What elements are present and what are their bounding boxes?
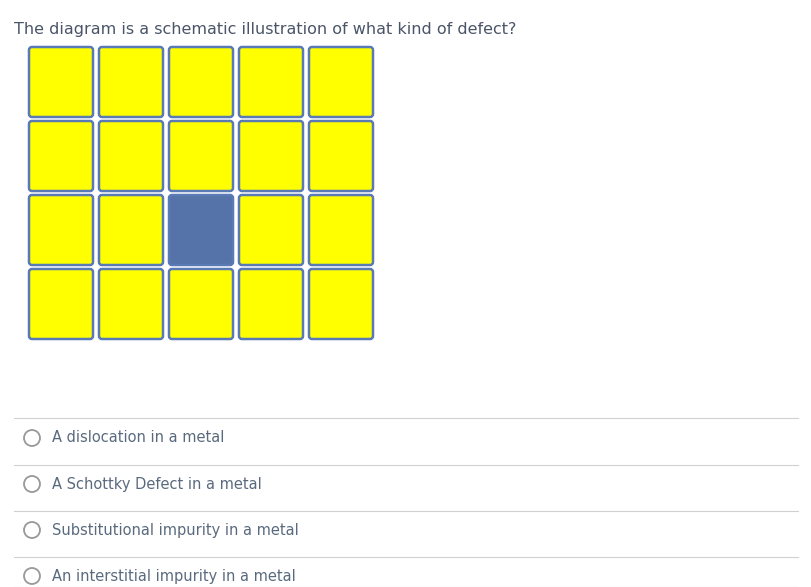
- FancyBboxPatch shape: [29, 269, 93, 339]
- FancyBboxPatch shape: [29, 121, 93, 191]
- FancyBboxPatch shape: [99, 269, 163, 339]
- FancyBboxPatch shape: [238, 121, 303, 191]
- Text: An interstitial impurity in a metal: An interstitial impurity in a metal: [52, 568, 295, 583]
- Text: A dislocation in a metal: A dislocation in a metal: [52, 430, 224, 446]
- FancyBboxPatch shape: [309, 121, 372, 191]
- FancyBboxPatch shape: [99, 47, 163, 117]
- Text: A Schottky Defect in a metal: A Schottky Defect in a metal: [52, 477, 261, 491]
- FancyBboxPatch shape: [238, 269, 303, 339]
- FancyBboxPatch shape: [238, 195, 303, 265]
- FancyBboxPatch shape: [309, 269, 372, 339]
- FancyBboxPatch shape: [169, 47, 233, 117]
- FancyBboxPatch shape: [99, 121, 163, 191]
- FancyBboxPatch shape: [309, 195, 372, 265]
- FancyBboxPatch shape: [309, 47, 372, 117]
- FancyBboxPatch shape: [169, 195, 233, 265]
- Text: The diagram is a schematic illustration of what kind of defect?: The diagram is a schematic illustration …: [14, 22, 516, 37]
- FancyBboxPatch shape: [99, 195, 163, 265]
- FancyBboxPatch shape: [29, 47, 93, 117]
- FancyBboxPatch shape: [169, 269, 233, 339]
- FancyBboxPatch shape: [29, 195, 93, 265]
- FancyBboxPatch shape: [238, 47, 303, 117]
- Text: Substitutional impurity in a metal: Substitutional impurity in a metal: [52, 522, 298, 538]
- FancyBboxPatch shape: [169, 121, 233, 191]
